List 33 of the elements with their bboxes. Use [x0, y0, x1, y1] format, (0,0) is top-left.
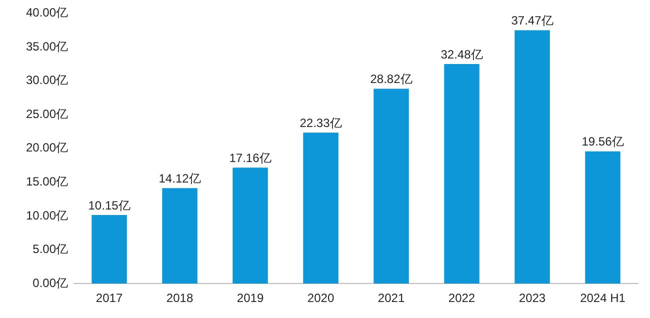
x-tick-label: 2024 H1	[580, 291, 626, 306]
bar	[585, 151, 620, 284]
y-tick-label: 35.00亿	[26, 39, 68, 54]
bar	[92, 214, 127, 284]
y-tick-label: 40.00亿	[26, 6, 68, 20]
x-tick-label: 2022	[448, 291, 476, 306]
y-tick-label: 5.00亿	[32, 242, 68, 256]
data-label: 17.16亿	[229, 150, 272, 165]
data-label: 14.12亿	[158, 171, 201, 186]
data-label: 37.47亿	[511, 14, 554, 28]
data-label: 19.56亿	[582, 134, 624, 149]
bar	[162, 188, 198, 284]
data-label: 10.15亿	[88, 198, 130, 212]
x-tick-label: 2019	[236, 291, 264, 306]
bar	[303, 132, 338, 284]
y-tick-label: 10.00亿	[26, 208, 68, 222]
data-label: 32.48亿	[440, 47, 483, 62]
y-tick-label: 15.00亿	[26, 174, 68, 189]
y-tick-label: 25.00亿	[26, 106, 68, 121]
y-tick-label: 0.00亿	[32, 276, 68, 290]
data-label: 22.33亿	[300, 116, 342, 130]
x-tick-label: 2023	[518, 291, 546, 306]
bar	[514, 30, 550, 284]
y-tick-label: 30.00亿	[26, 73, 68, 88]
bar	[444, 64, 480, 284]
bar	[374, 88, 409, 284]
y-tick-label: 20.00亿	[26, 140, 68, 155]
data-label: 28.82亿	[370, 72, 412, 86]
x-tick-label: 2020	[307, 291, 334, 306]
x-tick-label: 2018	[166, 291, 194, 306]
x-tick-label: 2017	[96, 291, 123, 306]
bar	[232, 168, 268, 284]
x-tick-label: 2021	[378, 291, 405, 306]
